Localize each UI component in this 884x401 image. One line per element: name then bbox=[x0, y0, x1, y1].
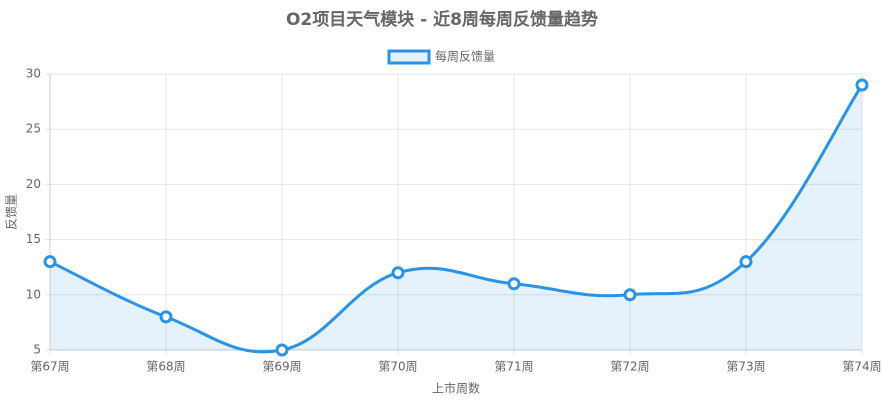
x-tick-label: 第74周 bbox=[842, 360, 881, 374]
y-tick-label: 30 bbox=[26, 67, 41, 81]
point bbox=[275, 343, 289, 357]
y-tick-label: 20 bbox=[26, 177, 41, 191]
y-tick-label: 10 bbox=[26, 287, 41, 301]
legend-label: 每周反馈量 bbox=[435, 49, 495, 64]
y-tick-label: 5 bbox=[33, 343, 41, 357]
y-axis-title: 反馈量 bbox=[5, 194, 19, 230]
legend-swatch bbox=[387, 49, 431, 65]
point bbox=[391, 266, 405, 280]
point bbox=[739, 255, 753, 269]
point bbox=[623, 288, 637, 302]
x-tick-label: 第70周 bbox=[378, 360, 417, 374]
point bbox=[507, 277, 521, 291]
area bbox=[50, 85, 862, 352]
y-tick-label: 25 bbox=[26, 122, 41, 136]
x-tick-label: 第69周 bbox=[262, 360, 301, 374]
x-tick-label: 第71周 bbox=[494, 360, 533, 374]
x-tick-label: 第68周 bbox=[146, 360, 185, 374]
x-axis-title: 上市周数 bbox=[432, 381, 480, 396]
chart-title: O2项目天气模块 - 近8周每周反馈量趋势 bbox=[286, 9, 598, 30]
point bbox=[855, 78, 869, 92]
y-tick-label: 15 bbox=[26, 232, 41, 246]
x-tick-label: 第73周 bbox=[726, 360, 765, 374]
point bbox=[159, 310, 173, 324]
x-tick-label: 第72周 bbox=[610, 360, 649, 374]
point bbox=[43, 255, 57, 269]
x-tick-label: 第67周 bbox=[30, 360, 69, 374]
